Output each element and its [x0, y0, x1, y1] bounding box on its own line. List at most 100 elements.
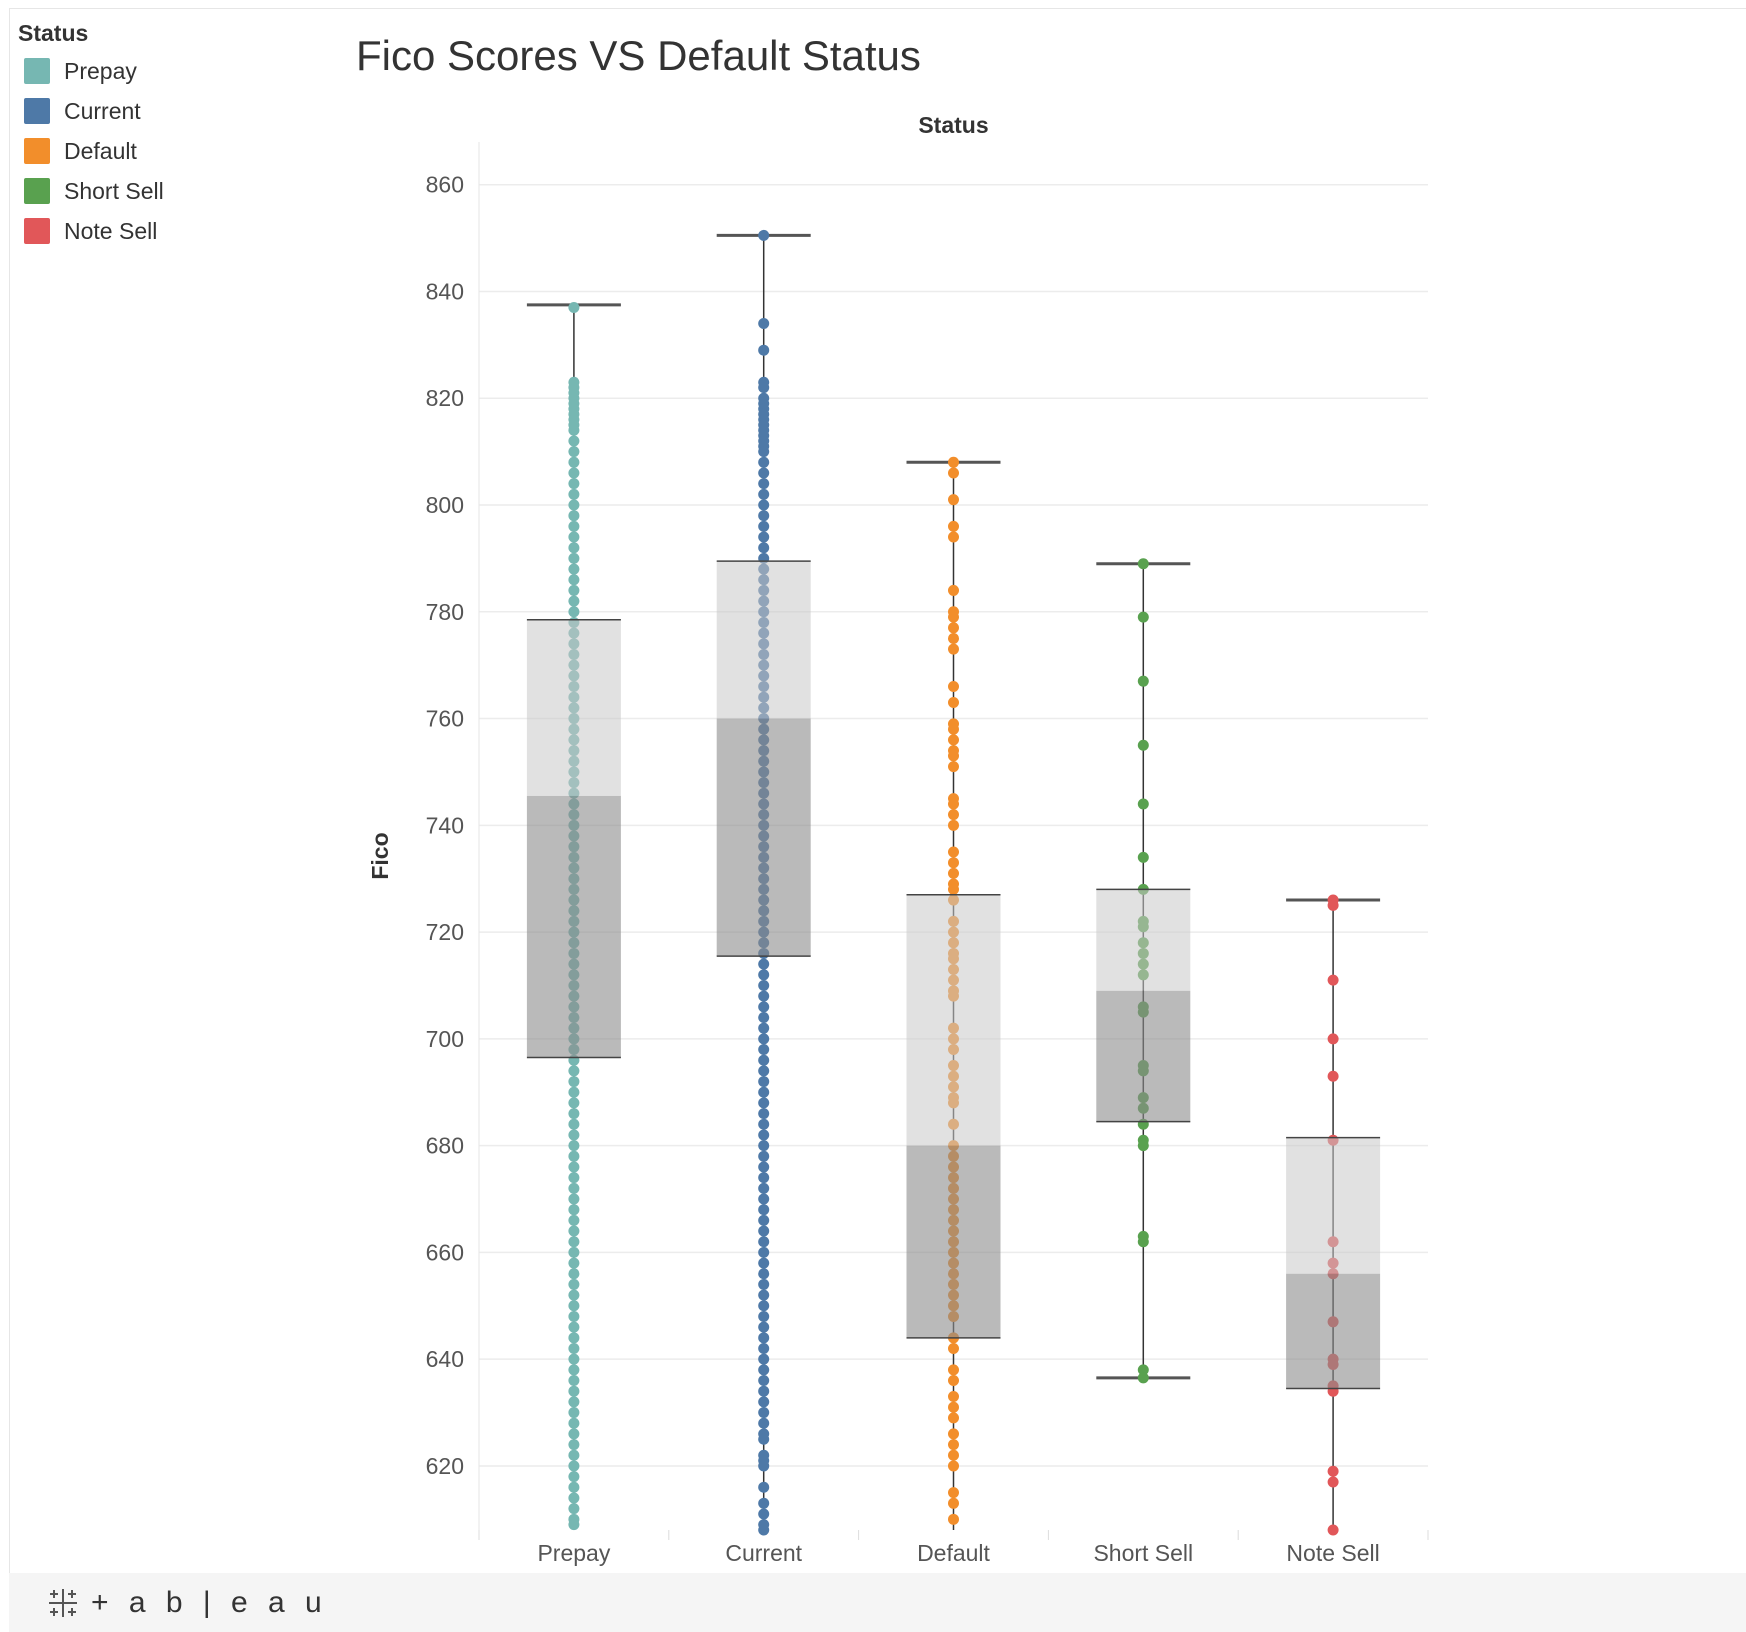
legend-label: Prepay — [64, 57, 137, 84]
data-point — [758, 531, 770, 543]
data-point — [948, 622, 959, 634]
tableau-cross-icon — [49, 1589, 77, 1617]
box-group-current — [716, 229, 811, 1536]
data-point — [568, 467, 580, 479]
data-point — [948, 681, 959, 693]
x-tick-label: Note Sell — [1286, 1540, 1379, 1566]
box-lower — [906, 1145, 1001, 1338]
legend-title: Status — [18, 20, 89, 46]
data-point — [758, 520, 770, 532]
legend-item[interactable]: Short Sell — [18, 171, 164, 211]
x-tick-label: Prepay — [537, 1540, 610, 1566]
data-point — [568, 1385, 580, 1397]
y-tick-label: 780 — [426, 599, 464, 625]
box-lower — [1286, 1273, 1381, 1389]
data-point — [758, 1332, 770, 1344]
data-point — [948, 1497, 959, 1509]
data-point — [568, 1439, 580, 1451]
data-point — [948, 643, 959, 655]
data-point — [758, 344, 770, 356]
legend-swatch — [24, 138, 50, 164]
data-point — [758, 1108, 770, 1120]
data-point — [568, 1503, 580, 1515]
legend: Status Prepay Current Default Short Sell Not… — [18, 20, 164, 251]
data-point — [948, 697, 959, 709]
data-point — [568, 1161, 580, 1173]
data-point — [948, 883, 959, 895]
legend-label: Note Sell — [64, 217, 158, 244]
data-point — [758, 990, 770, 1002]
data-point — [1327, 1033, 1339, 1045]
box-lower — [526, 795, 621, 1058]
data-point — [948, 1439, 959, 1451]
data-point — [568, 510, 580, 522]
legend-item[interactable]: Current — [18, 91, 164, 131]
data-point — [758, 1172, 770, 1184]
data-point — [568, 1375, 580, 1387]
box-upper — [526, 619, 621, 796]
data-point — [758, 1342, 770, 1354]
data-point — [948, 1412, 959, 1424]
y-tick-label: 800 — [426, 492, 464, 518]
data-point — [568, 1236, 580, 1248]
data-point — [758, 229, 770, 241]
data-point — [758, 1012, 770, 1024]
data-point — [1137, 558, 1149, 570]
data-point — [758, 1289, 770, 1301]
data-point — [568, 1214, 580, 1226]
data-point — [948, 750, 959, 762]
data-point — [1137, 675, 1149, 687]
data-point — [758, 1054, 770, 1066]
data-point — [1137, 851, 1149, 863]
data-point — [948, 584, 959, 596]
data-point — [758, 1193, 770, 1205]
legend-item[interactable]: Note Sell — [18, 211, 164, 251]
legend-item[interactable]: Prepay — [18, 51, 164, 91]
data-point — [758, 1140, 770, 1152]
y-tick-label: 720 — [426, 919, 464, 945]
data-point — [758, 1257, 770, 1269]
legend-label: Short Sell — [64, 177, 164, 204]
data-point — [568, 1172, 580, 1184]
data-point — [948, 819, 959, 831]
data-point — [568, 1519, 580, 1531]
data-point — [568, 1407, 580, 1419]
data-point — [948, 531, 959, 543]
legend-swatch — [24, 218, 50, 244]
data-point — [758, 1033, 770, 1045]
y-axis-title: Fico — [367, 832, 393, 879]
data-point — [758, 1481, 770, 1493]
y-tick-label: 740 — [426, 812, 464, 838]
data-point — [568, 1182, 580, 1194]
data-point — [568, 1097, 580, 1109]
data-point — [568, 606, 580, 618]
data-point — [1327, 974, 1339, 986]
data-point — [568, 1225, 580, 1237]
legend-item[interactable]: Default — [18, 131, 164, 171]
x-tick-label: Default — [917, 1540, 990, 1566]
data-point — [568, 574, 580, 586]
x-tick-label: Short Sell — [1093, 1540, 1193, 1566]
data-point — [568, 520, 580, 532]
tableau-logo[interactable]: + a b | e a u — [45, 1585, 328, 1621]
y-tick-label: 700 — [426, 1026, 464, 1052]
data-point — [758, 1236, 770, 1248]
data-point — [568, 1289, 580, 1301]
data-point — [758, 1310, 770, 1322]
box-upper — [716, 561, 811, 719]
y-tick-label: 840 — [426, 278, 464, 304]
data-point — [758, 382, 770, 394]
box-group-prepay — [526, 301, 621, 1531]
data-point — [758, 1097, 770, 1109]
data-point — [948, 723, 959, 735]
data-point — [568, 1086, 580, 1098]
data-point — [758, 499, 770, 511]
box-lower — [716, 718, 811, 957]
legend-swatch — [24, 178, 50, 204]
data-point — [948, 611, 959, 623]
data-point — [758, 969, 770, 981]
data-point — [758, 1214, 770, 1226]
data-point — [758, 1353, 770, 1365]
data-point — [758, 1433, 770, 1445]
data-point — [948, 520, 959, 532]
